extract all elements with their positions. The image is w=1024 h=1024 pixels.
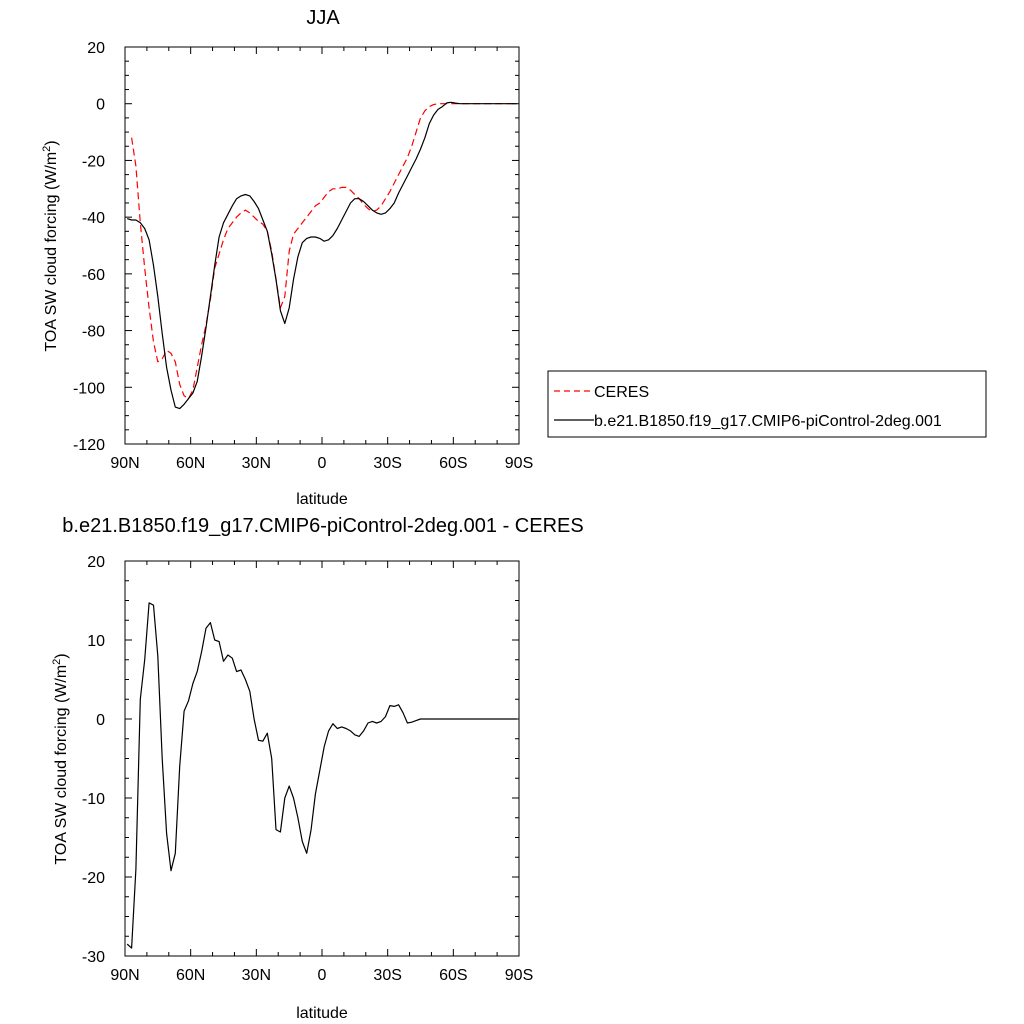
x-tick-label: 30S <box>373 455 401 472</box>
y-tick-label: -100 <box>73 380 105 397</box>
y-tick-label: -20 <box>82 153 105 170</box>
y-tick-label: 10 <box>87 633 105 650</box>
y-tick-label: 0 <box>96 97 105 114</box>
legend: CERES b.e21.B1850.f19_g17.CMIP6-piContro… <box>547 370 987 438</box>
x-tick-label: 90N <box>110 455 139 472</box>
y-tick-label: -30 <box>82 949 105 966</box>
bottom-panel-difference: b.e21.B1850.f19_g17.CMIP6-piControl-2deg… <box>51 515 584 1022</box>
x-tick-label: 60S <box>439 967 467 984</box>
x-tick-label: 30N <box>242 967 271 984</box>
x-tick-label: 60N <box>176 967 205 984</box>
top-panel-title: JJA <box>306 7 340 29</box>
bottom-x-axis-label: latitude <box>296 1005 348 1022</box>
x-tick-label: 90S <box>505 455 533 472</box>
y-tick-label: -10 <box>82 791 105 808</box>
y-tick-label: 20 <box>87 554 105 571</box>
legend-label-ceres: CERES <box>594 384 649 401</box>
top-x-axis-label: latitude <box>296 491 348 508</box>
bottom-y-axis-label: TOA SW cloud forcing (W/m2) <box>51 653 70 864</box>
x-tick-label: 0 <box>318 967 327 984</box>
x-tick-label: 0 <box>318 455 327 472</box>
bottom-panel-title: b.e21.B1850.f19_g17.CMIP6-piControl-2deg… <box>62 515 583 537</box>
top-plot-frame <box>124 46 520 445</box>
x-tick-label: 60N <box>176 455 205 472</box>
x-tick-label: 90N <box>110 967 139 984</box>
x-tick-label: 30S <box>373 967 401 984</box>
y-tick-label: 0 <box>96 712 105 729</box>
series-line-ceres <box>131 103 517 400</box>
y-tick-label: -60 <box>82 267 105 284</box>
top-y-axis-label: TOA SW cloud forcing (W/m2) <box>41 140 60 351</box>
legend-box <box>547 370 987 438</box>
legend-label-model: b.e21.B1850.f19_g17.CMIP6-piControl-2deg… <box>594 413 942 430</box>
y-tick-label: 20 <box>87 40 105 57</box>
y-tick-label: -20 <box>82 870 105 887</box>
x-tick-label: 60S <box>439 455 467 472</box>
top-panel-jja: JJA 90N 60N 30N 0 30S 60S 90S 20 0 -20 -40 -60 -80 -1… <box>41 7 987 508</box>
series-line-model <box>127 101 517 410</box>
y-tick-label: -120 <box>73 437 105 454</box>
y-tick-label: -80 <box>82 324 105 341</box>
x-tick-label: 90S <box>505 967 533 984</box>
y-tick-label: -40 <box>82 210 105 227</box>
series-line-difference <box>126 602 517 949</box>
x-tick-label: 30N <box>242 455 271 472</box>
